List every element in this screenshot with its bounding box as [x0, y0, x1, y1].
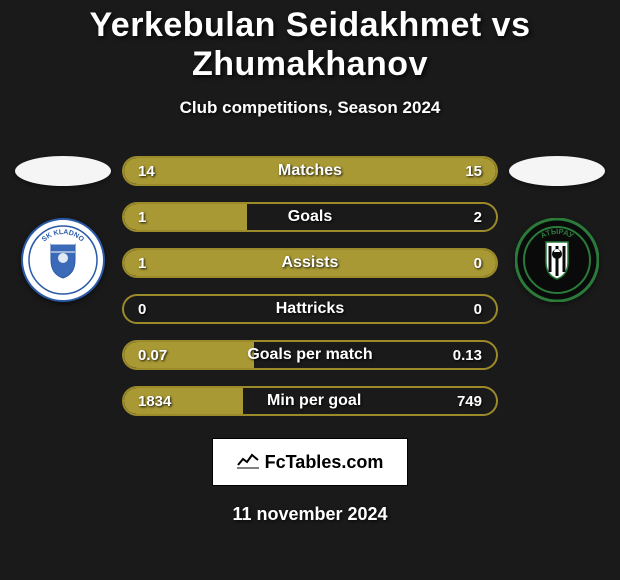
page-title: Yerkebulan Seidakhmet vs Zhumakhanov — [0, 0, 620, 84]
left-player-col: SK KLADNO — [8, 156, 118, 302]
stat-label: Matches — [155, 162, 466, 180]
stat-right-value: 2 — [474, 209, 496, 226]
stat-right-value: 0.13 — [453, 347, 496, 364]
stat-label: Goals — [146, 208, 473, 226]
branding-badge[interactable]: FcTables.com — [212, 438, 408, 486]
stat-row: 0Hattricks0 — [122, 294, 498, 324]
stat-row: 0.07Goals per match0.13 — [122, 340, 498, 370]
stat-left-value: 0.07 — [124, 347, 167, 364]
page-subtitle: Club competitions, Season 2024 — [0, 98, 620, 118]
stat-label: Goals per match — [167, 346, 453, 364]
stat-row: 1Goals2 — [122, 202, 498, 232]
stats-column: 14Matches151Goals21Assists00Hattricks00.… — [118, 156, 502, 416]
stat-right-value: 15 — [465, 163, 496, 180]
stat-label: Assists — [146, 254, 473, 272]
right-club-logo: АТЫРАУ — [515, 218, 599, 302]
stat-right-value: 0 — [474, 301, 496, 318]
comparison-date: 11 november 2024 — [0, 504, 620, 525]
stat-right-value: 0 — [474, 255, 496, 272]
stat-row: 1834Min per goal749 — [122, 386, 498, 416]
right-player-col: АТЫРАУ — [502, 156, 612, 302]
stat-row: 14Matches15 — [122, 156, 498, 186]
stat-label: Hattricks — [146, 300, 473, 318]
stat-left-value: 0 — [124, 301, 146, 318]
stat-right-value: 749 — [457, 393, 496, 410]
stat-left-value: 1834 — [124, 393, 171, 410]
branding-text: FcTables.com — [265, 452, 384, 473]
stat-left-value: 1 — [124, 255, 146, 272]
left-club-logo: SK KLADNO — [21, 218, 105, 302]
branding-chart-icon — [237, 451, 259, 474]
left-player-ellipse — [15, 156, 111, 186]
stat-left-value: 1 — [124, 209, 146, 226]
stat-row: 1Assists0 — [122, 248, 498, 278]
stat-label: Min per goal — [171, 392, 457, 410]
comparison-layout: SK KLADNO 14Matches151Goals21Assists00Ha… — [0, 156, 620, 416]
stat-left-value: 14 — [124, 163, 155, 180]
right-player-ellipse — [509, 156, 605, 186]
